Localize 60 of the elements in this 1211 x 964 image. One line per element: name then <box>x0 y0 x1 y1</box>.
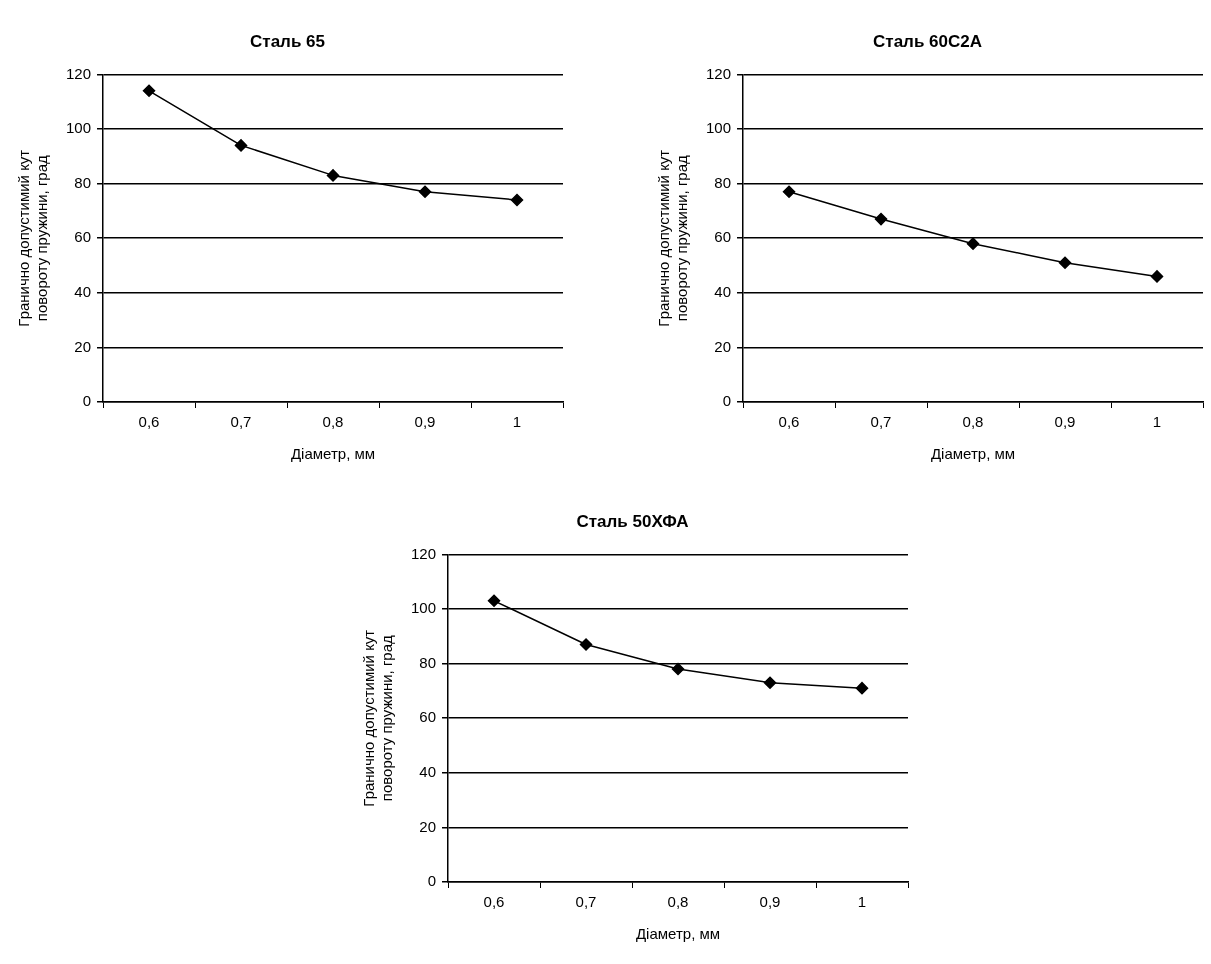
y-tick-label: 100 <box>66 119 92 137</box>
point <box>579 638 593 651</box>
x-tick-label: 0,9 <box>414 413 436 431</box>
point <box>510 193 524 207</box>
x-tick-label: 0,7 <box>230 413 252 431</box>
y-tick-label: 60 <box>74 228 92 246</box>
y-tick-label: 0 <box>722 392 732 410</box>
x-tick-label: 1 <box>857 893 867 911</box>
y-axis-title: Гранично допустимий кут повороту пружини, град <box>15 149 51 327</box>
y-tick-label: 20 <box>74 337 92 355</box>
y-tick-label: 120 <box>411 544 437 562</box>
x-tick-label: 0,9 <box>1054 413 1076 431</box>
y-tick-label: 100 <box>411 599 437 617</box>
x-tick-label: 0,7 <box>575 893 597 911</box>
point <box>782 185 796 199</box>
y-axis-title: Гранично допустимий кут повороту пружини, град <box>655 149 691 327</box>
y-tick-label: 60 <box>714 228 732 246</box>
point <box>326 169 340 182</box>
x-tick-label: 0,8 <box>962 413 984 431</box>
y-tick-label: 0 <box>427 872 437 890</box>
point <box>234 139 248 152</box>
point <box>142 84 156 98</box>
point <box>855 681 869 695</box>
y-tick-label: 40 <box>419 762 437 780</box>
y-tick-label: 120 <box>706 64 732 82</box>
chart-title: Сталь 50ХФА <box>576 511 689 531</box>
x-tick-label: 0,8 <box>322 413 344 431</box>
y-tick-label: 0 <box>82 392 92 410</box>
y-tick-label: 20 <box>714 337 732 355</box>
y-tick-label: 80 <box>714 173 732 191</box>
point <box>874 212 888 226</box>
point <box>966 237 980 250</box>
point <box>1150 270 1164 283</box>
chart-title: Сталь 65 <box>250 31 325 51</box>
y-tick-label: 20 <box>419 817 437 835</box>
y-tick-label: 80 <box>74 173 92 191</box>
y-tick-label: 40 <box>714 282 732 300</box>
x-tick-label: 0,6 <box>483 893 505 911</box>
point <box>763 676 777 689</box>
y-tick-label: 120 <box>66 64 92 82</box>
x-tick-label: 0,6 <box>138 413 160 431</box>
point <box>487 594 501 608</box>
y-tick-label: 80 <box>419 653 437 671</box>
x-axis-title: Діаметр, мм <box>290 445 376 463</box>
x-tick-label: 1 <box>512 413 522 431</box>
x-axis-title: Діаметр, мм <box>930 445 1016 463</box>
x-tick-label: 1 <box>1152 413 1162 431</box>
y-tick-label: 40 <box>74 282 92 300</box>
y-tick-label: 100 <box>706 119 732 137</box>
chart-title: Сталь 60С2А <box>873 31 982 51</box>
x-tick-label: 0,8 <box>667 893 689 911</box>
point <box>1058 256 1072 270</box>
x-tick-label: 0,6 <box>778 413 800 431</box>
x-tick-label: 0,9 <box>759 893 781 911</box>
point <box>671 662 685 676</box>
y-axis-title: Гранично допустимий кут повороту пружини, град <box>360 629 396 807</box>
x-tick-label: 0,7 <box>870 413 892 431</box>
y-tick-label: 60 <box>419 708 437 726</box>
x-axis-title: Діаметр, мм <box>635 925 721 943</box>
point <box>418 185 432 199</box>
